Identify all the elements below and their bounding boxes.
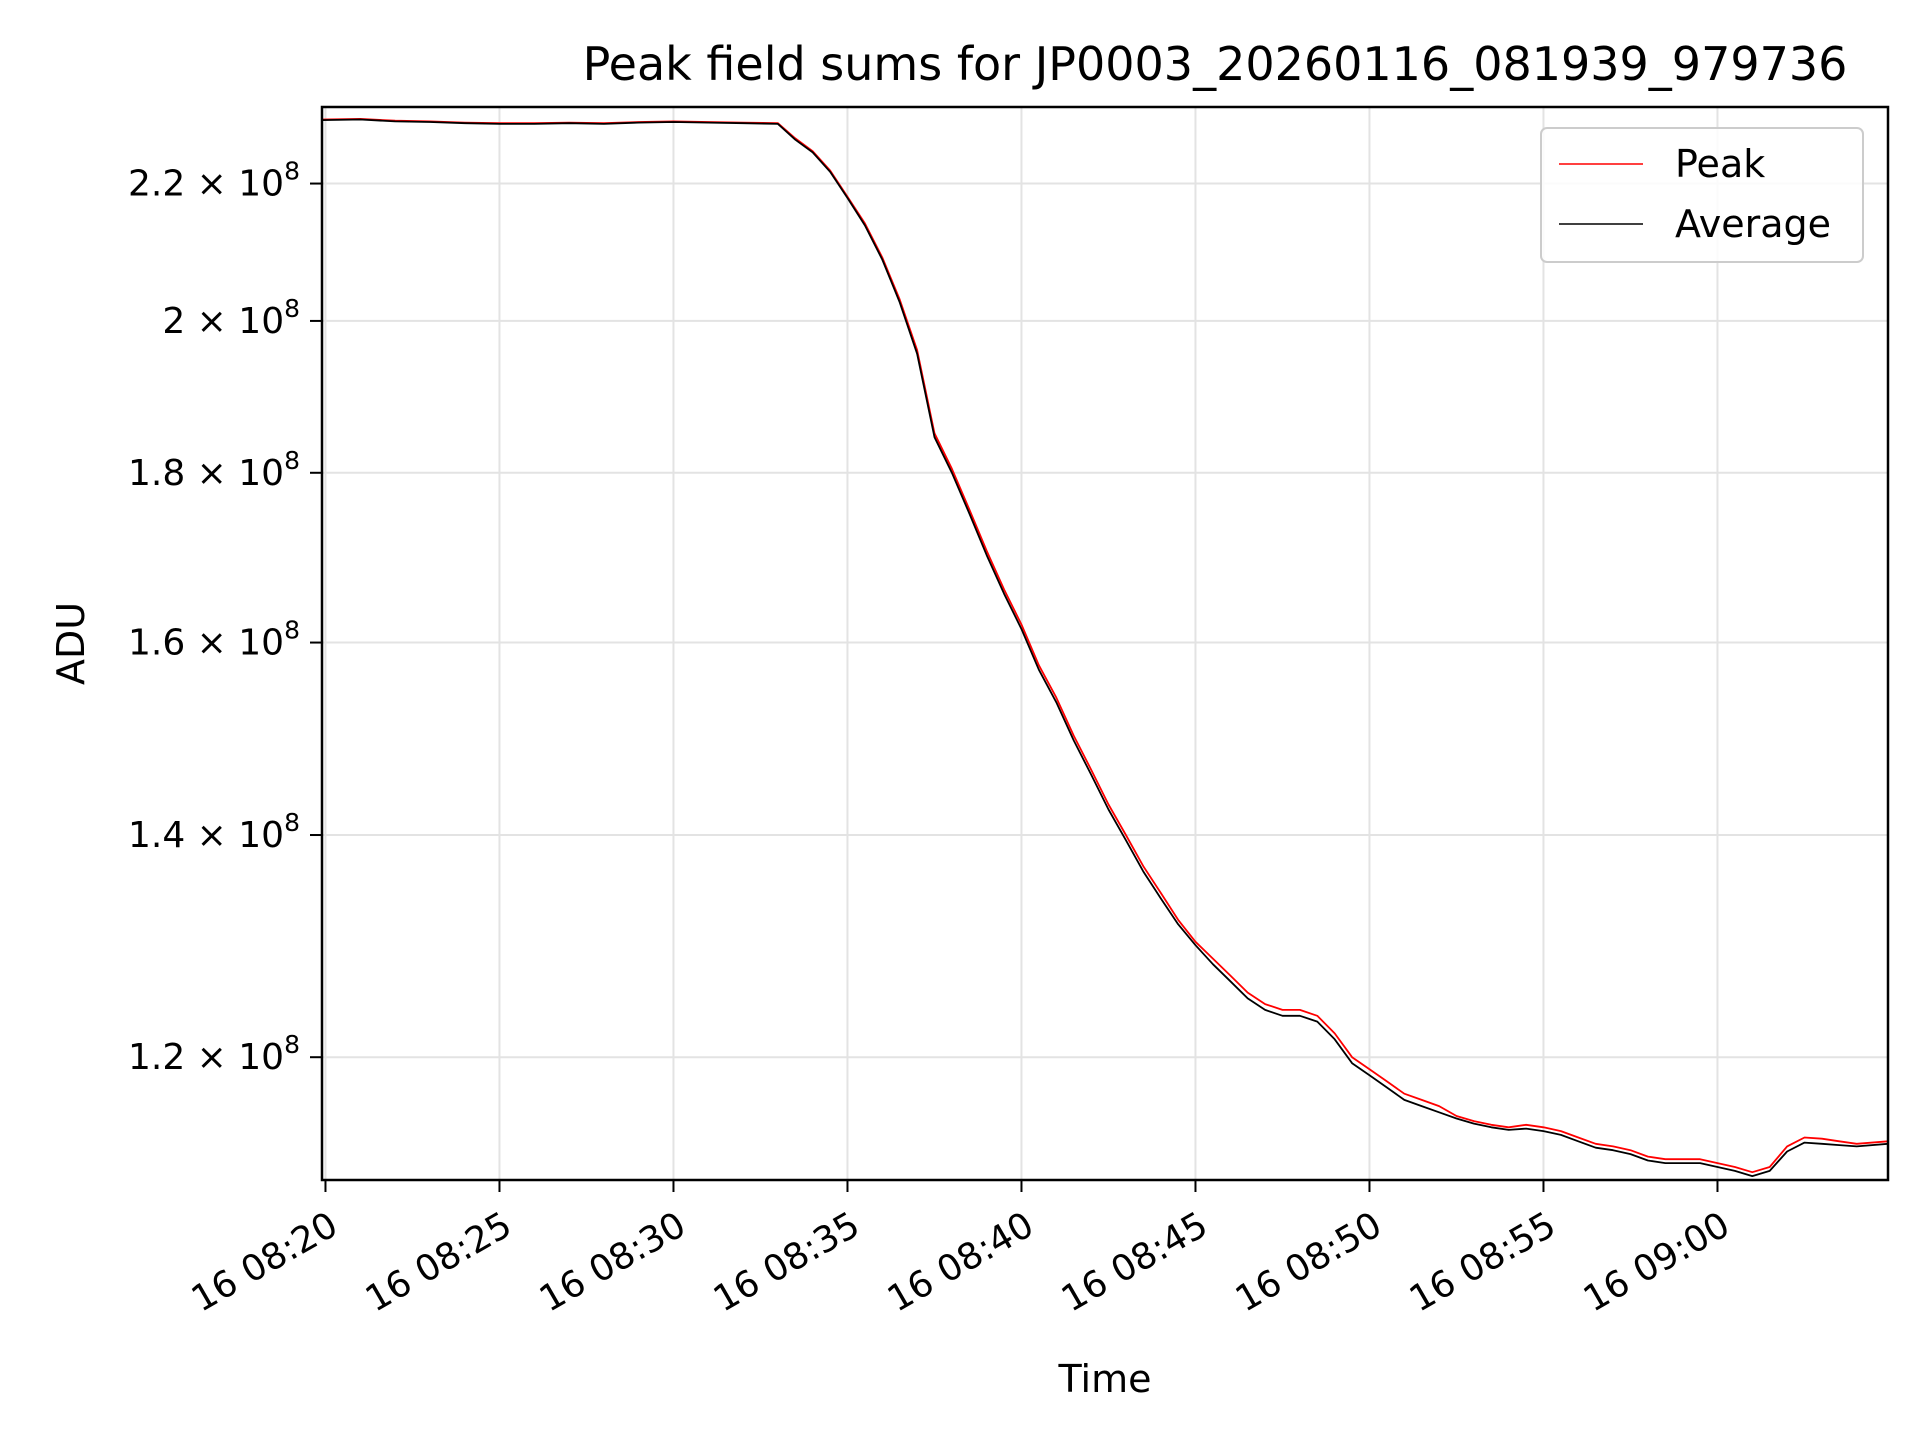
legend-box bbox=[1540, 127, 1864, 263]
y-tick-label: 2.2 × 108 bbox=[128, 157, 300, 205]
series-lines bbox=[322, 118, 1888, 1177]
y-tick-label: 1.6 × 108 bbox=[128, 616, 300, 664]
x-axis-title: Time bbox=[1058, 1357, 1152, 1401]
chart-title: Peak field sums for JP0003_20260116_0819… bbox=[583, 37, 1848, 91]
y-axis-title: ADU bbox=[49, 602, 93, 685]
y-tick-label: 1.2 × 108 bbox=[128, 1030, 300, 1078]
y-tick-label: 1.8 × 108 bbox=[128, 446, 300, 494]
y-tick-label: 1.4 × 108 bbox=[128, 808, 300, 856]
y-tick-label: 2 × 108 bbox=[162, 294, 300, 342]
y-axis-ticks: 1.2 × 108 1.4 × 108 1.6 × 108 1.8 × 108 2 × … bbox=[128, 157, 322, 1078]
legend-label-average: Average bbox=[1675, 202, 1831, 246]
legend-label-peak: Peak bbox=[1675, 142, 1765, 186]
grid bbox=[322, 107, 1888, 1180]
series-line-average bbox=[322, 118, 1888, 1177]
legend: Peak Average bbox=[1540, 127, 1864, 263]
